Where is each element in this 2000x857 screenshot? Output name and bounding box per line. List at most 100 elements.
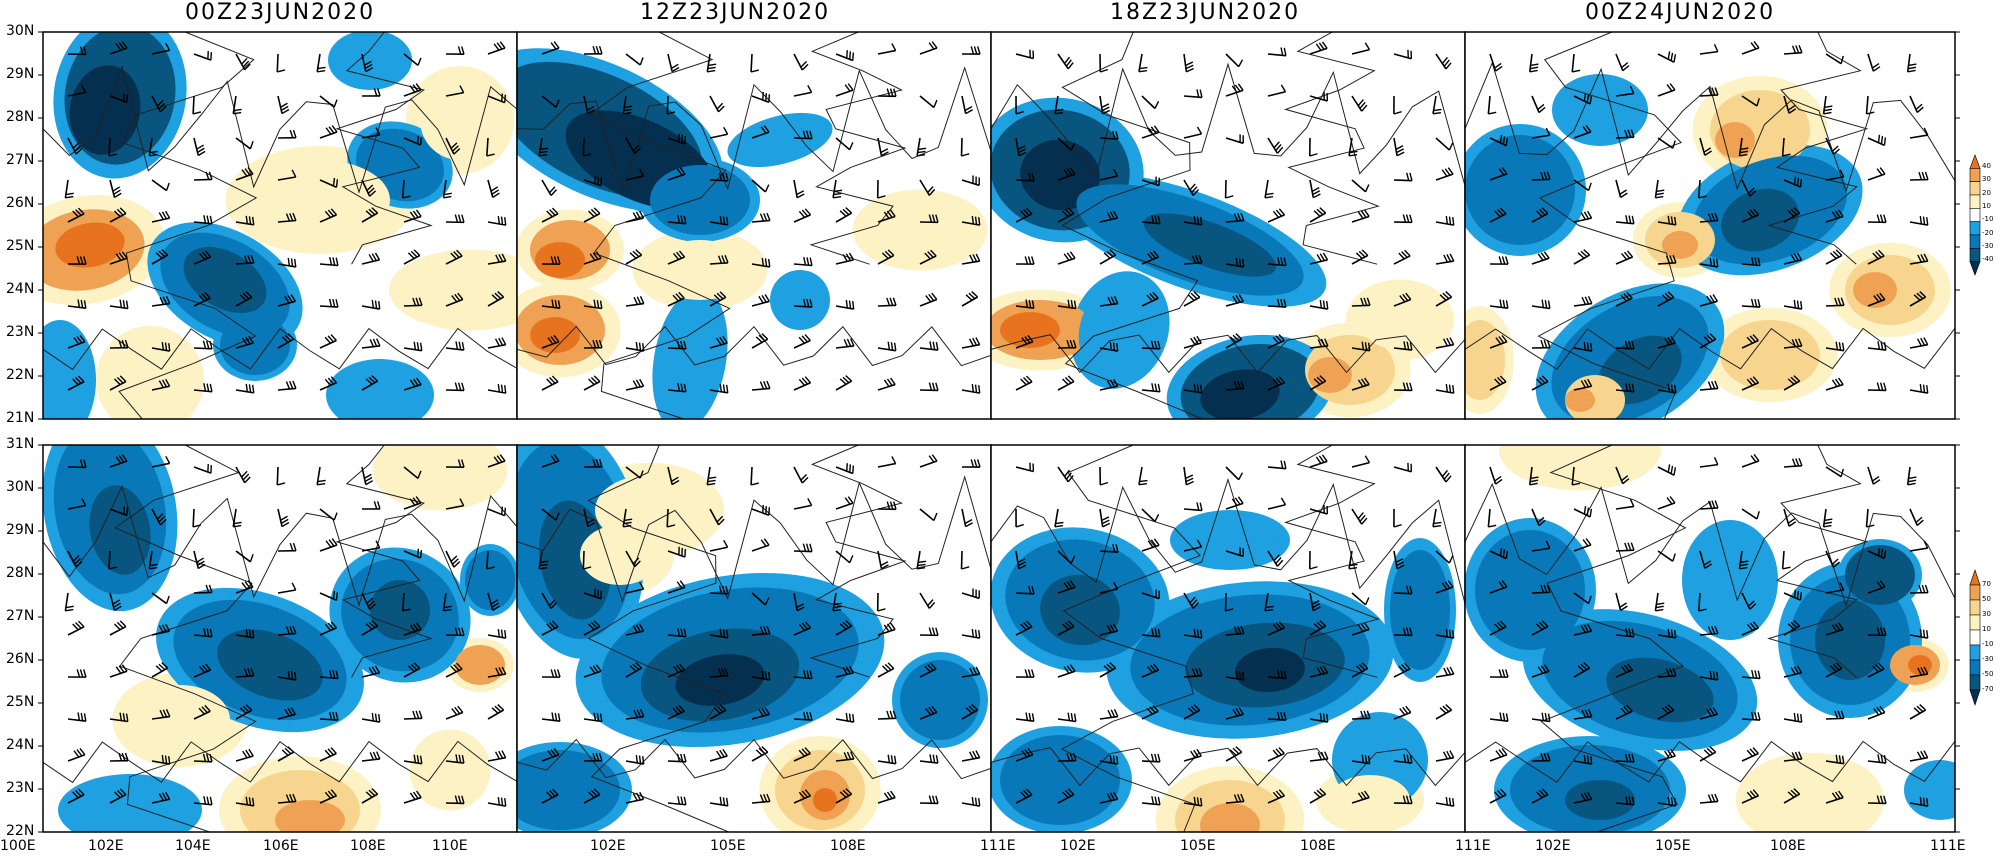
wind-barb bbox=[1489, 299, 1509, 310]
wind-barb bbox=[667, 753, 687, 763]
wind-barb bbox=[1531, 171, 1551, 181]
wind-barb bbox=[1822, 508, 1833, 528]
wind-barb bbox=[919, 179, 936, 196]
wind-barb bbox=[1057, 712, 1077, 723]
wind-barb bbox=[1573, 538, 1592, 552]
wind-barb bbox=[1099, 378, 1119, 391]
wind-barb bbox=[1351, 341, 1371, 352]
wind-barb bbox=[109, 592, 122, 612]
wind-barb bbox=[235, 215, 255, 226]
wind-barb bbox=[1054, 508, 1064, 528]
wind-barb bbox=[625, 581, 645, 594]
wind-barb bbox=[1015, 747, 1034, 762]
wind-barb bbox=[193, 51, 213, 61]
wind-barb bbox=[235, 704, 253, 720]
wind-barb bbox=[1309, 252, 1329, 265]
wind-barb bbox=[1351, 179, 1370, 193]
colorbar-label: 50 bbox=[1982, 595, 1991, 603]
wind-barb bbox=[751, 670, 771, 681]
province-border bbox=[809, 32, 907, 265]
wind-barb bbox=[541, 712, 561, 723]
wind-barb bbox=[151, 296, 171, 307]
wind-barb bbox=[1615, 542, 1635, 552]
wind-barb bbox=[192, 508, 202, 528]
wind-barb bbox=[793, 179, 805, 199]
wind-barb bbox=[1657, 335, 1676, 349]
wind-barb bbox=[1867, 134, 1887, 147]
latitude-label: 25N bbox=[6, 238, 35, 254]
wind-barb bbox=[622, 508, 633, 528]
wind-barb bbox=[403, 341, 423, 352]
province-border bbox=[587, 445, 729, 832]
wind-barb bbox=[1435, 253, 1455, 265]
contour-cool bbox=[1721, 188, 1799, 252]
longitude-label: 111E bbox=[1455, 838, 1491, 854]
wind-barb bbox=[876, 592, 886, 612]
wind-barb bbox=[666, 508, 676, 528]
wind-barb bbox=[667, 133, 686, 145]
latitude-label: 26N bbox=[6, 195, 35, 211]
wind-barb bbox=[1225, 333, 1243, 349]
wind-barb bbox=[667, 796, 687, 806]
latitude-label: 23N bbox=[6, 780, 35, 796]
wind-barb bbox=[235, 796, 255, 807]
wind-barb bbox=[1657, 704, 1675, 720]
contour-cool bbox=[1845, 545, 1915, 605]
wind-barb bbox=[1393, 137, 1405, 157]
province-border bbox=[1767, 32, 1869, 265]
wind-barb bbox=[1573, 506, 1593, 518]
wind-barb bbox=[1264, 179, 1274, 199]
wind-barb bbox=[1267, 747, 1285, 762]
wind-barb bbox=[1435, 167, 1454, 181]
wind-barb bbox=[235, 291, 253, 307]
wind-barb bbox=[709, 255, 729, 265]
wind-barb bbox=[1489, 334, 1508, 349]
wind-barb bbox=[487, 291, 505, 307]
wind-barb bbox=[64, 179, 74, 199]
wind-barb bbox=[1435, 53, 1452, 70]
wind-barb bbox=[961, 46, 981, 55]
wind-barb bbox=[151, 754, 171, 765]
wind-barb bbox=[1309, 751, 1329, 762]
wind-barb bbox=[361, 788, 379, 804]
longitude-label: 105E bbox=[710, 838, 746, 854]
wind-barb bbox=[751, 538, 770, 552]
wind-barb bbox=[1183, 668, 1203, 678]
wind-barb bbox=[1783, 45, 1803, 55]
wind-barb bbox=[109, 207, 127, 223]
wind-barb bbox=[1783, 95, 1797, 114]
wind-barb bbox=[1267, 334, 1285, 349]
wind-barb bbox=[361, 252, 381, 265]
wind-barb bbox=[1309, 207, 1327, 223]
province-border bbox=[517, 475, 991, 603]
wind-barb bbox=[67, 137, 83, 155]
wind-barb bbox=[1435, 291, 1453, 307]
wind-barb bbox=[1141, 628, 1161, 638]
wind-barb bbox=[1183, 628, 1203, 639]
longitude-label: 102E bbox=[1535, 838, 1571, 854]
wind-barb bbox=[1489, 547, 1509, 560]
wind-barb bbox=[403, 249, 421, 265]
wind-barb bbox=[751, 592, 770, 606]
wind-barb bbox=[1487, 95, 1497, 115]
wind-barb bbox=[1783, 665, 1803, 678]
wind-barb bbox=[67, 459, 87, 469]
latitude-label: 27N bbox=[6, 608, 35, 624]
wind-barb bbox=[1615, 250, 1634, 265]
wind-barb bbox=[1531, 540, 1551, 552]
wind-barb bbox=[583, 339, 603, 349]
wind-barb bbox=[319, 376, 338, 391]
wind-barb bbox=[1531, 339, 1551, 349]
wind-barb bbox=[1435, 704, 1453, 720]
wind-barb bbox=[1267, 497, 1287, 510]
wind-barb bbox=[1909, 666, 1929, 678]
contour-cool bbox=[1565, 780, 1635, 820]
wind-barb bbox=[1435, 666, 1455, 678]
wind-barb bbox=[1573, 341, 1593, 352]
wind-barb bbox=[541, 454, 560, 468]
wind-barb bbox=[1867, 53, 1881, 72]
wind-barb bbox=[361, 665, 381, 678]
wind-barb bbox=[487, 592, 500, 611]
wind-barb bbox=[193, 340, 213, 350]
wind-barb bbox=[877, 710, 897, 720]
